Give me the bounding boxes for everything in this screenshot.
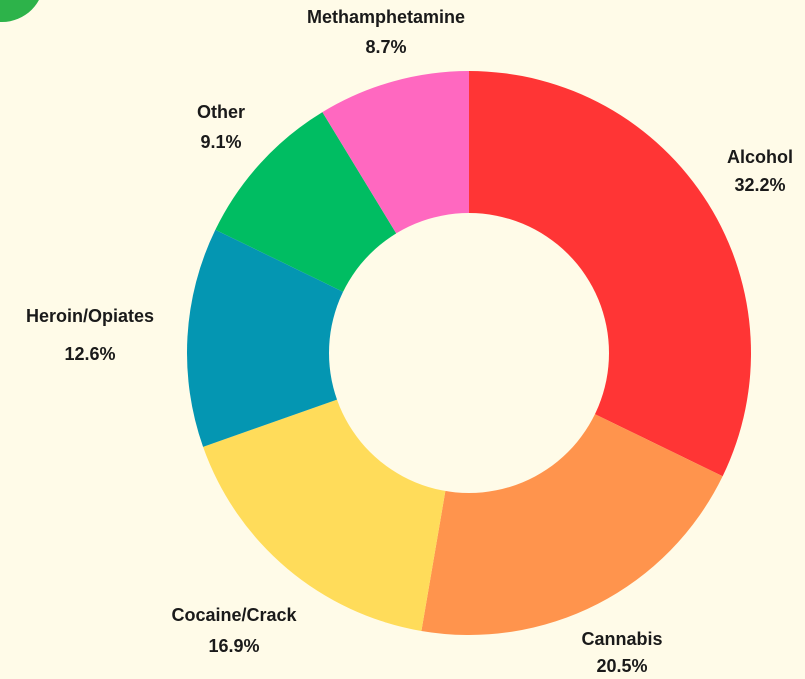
label-group: Alcohol 32.2% Cannabis 20.5% Cocaine/Crack 16… — [26, 7, 793, 676]
slice-label-other: Other — [197, 102, 245, 122]
slice-label-methamphetamine: Methamphetamine — [307, 7, 465, 27]
slice-value-alcohol: 32.2% — [734, 175, 785, 195]
slice-heroin-opiates — [187, 229, 469, 447]
slice-label-heroin-opiates: Heroin/Opiates — [26, 306, 154, 326]
slice-label-cannabis: Cannabis — [581, 629, 662, 649]
slice-value-cannabis: 20.5% — [596, 656, 647, 676]
slice-label-alcohol: Alcohol — [727, 147, 793, 167]
donut-hole — [329, 213, 609, 493]
slice-value-cocaine-crack: 16.9% — [208, 636, 259, 656]
slice-value-other: 9.1% — [200, 132, 241, 152]
slice-label-cocaine-crack: Cocaine/Crack — [171, 605, 297, 625]
slice-value-methamphetamine: 8.7% — [365, 37, 406, 57]
slice-value-heroin-opiates: 12.6% — [64, 344, 115, 364]
